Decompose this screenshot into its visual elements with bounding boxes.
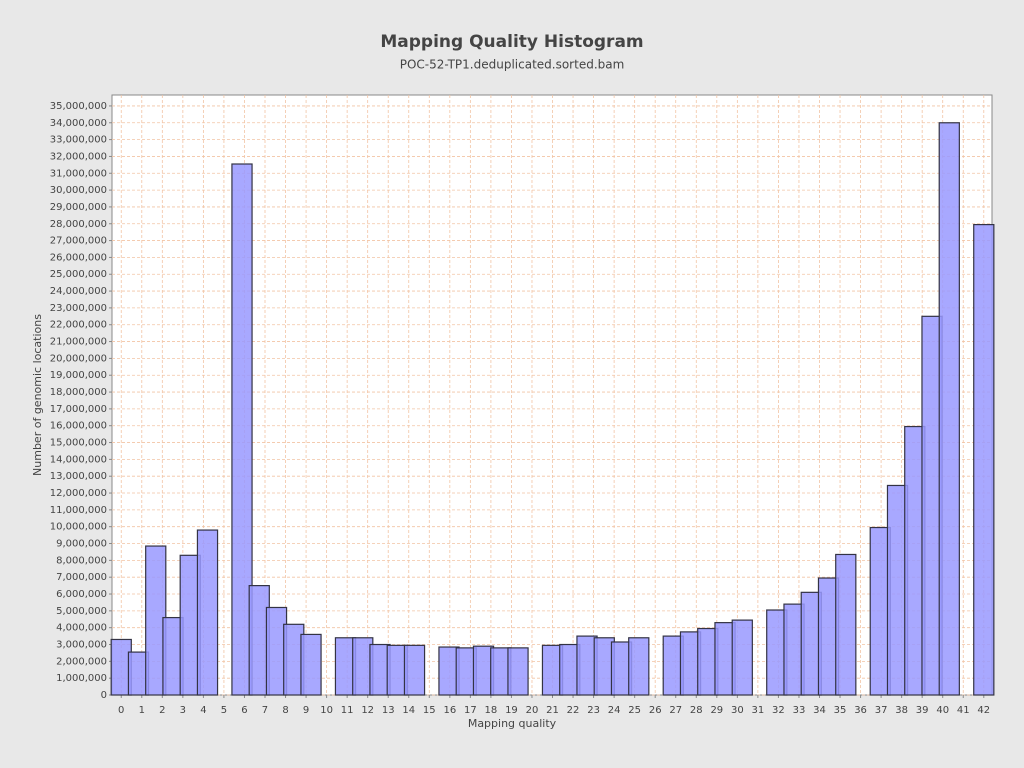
y-tick-label: 9,000,000 bbox=[56, 539, 107, 550]
x-tick-label: 8 bbox=[282, 705, 288, 716]
y-tick-label: 1,000,000 bbox=[56, 673, 107, 684]
y-tick-label: 13,000,000 bbox=[50, 471, 107, 482]
chart-title: Mapping Quality Histogram bbox=[380, 32, 643, 52]
y-tick-label: 2,000,000 bbox=[56, 656, 107, 667]
y-tick-label: 5,000,000 bbox=[56, 606, 107, 617]
y-tick-label: 18,000,000 bbox=[50, 387, 107, 398]
x-tick-label: 2 bbox=[159, 705, 165, 716]
y-tick-label: 12,000,000 bbox=[50, 488, 107, 499]
x-tick-label: 5 bbox=[221, 705, 227, 716]
y-tick-label: 4,000,000 bbox=[56, 623, 107, 634]
x-tick-label: 23 bbox=[587, 705, 600, 716]
x-tick-label: 25 bbox=[628, 705, 641, 716]
x-tick-label: 26 bbox=[649, 705, 662, 716]
x-tick-label: 11 bbox=[341, 705, 354, 716]
y-tick-label: 26,000,000 bbox=[50, 252, 107, 263]
x-tick-label: 35 bbox=[834, 705, 847, 716]
y-tick-label: 20,000,000 bbox=[50, 353, 107, 364]
x-tick-label: 1 bbox=[139, 705, 145, 716]
bar bbox=[731, 619, 753, 696]
bar bbox=[628, 637, 650, 696]
x-tick-label: 42 bbox=[977, 705, 990, 716]
y-tick-label: 19,000,000 bbox=[50, 370, 107, 381]
x-tick-label: 14 bbox=[402, 705, 415, 716]
y-tick-label: 30,000,000 bbox=[50, 185, 107, 196]
x-tick-label: 3 bbox=[180, 705, 186, 716]
y-tick-label: 7,000,000 bbox=[56, 572, 107, 583]
x-tick-label: 19 bbox=[505, 705, 518, 716]
y-tick-label: 21,000,000 bbox=[50, 337, 107, 348]
bar bbox=[403, 644, 426, 696]
x-tick-label: 29 bbox=[710, 705, 723, 716]
x-tick-label: 7 bbox=[262, 705, 268, 716]
x-tick-label: 6 bbox=[241, 705, 247, 716]
y-tick-label: 28,000,000 bbox=[50, 219, 107, 230]
x-tick-label: 27 bbox=[669, 705, 682, 716]
x-tick-label: 0 bbox=[118, 705, 124, 716]
x-tick-label: 21 bbox=[546, 705, 559, 716]
x-tick-label: 33 bbox=[793, 705, 806, 716]
y-tick-label: 35,000,000 bbox=[50, 101, 107, 112]
y-tick-label: 8,000,000 bbox=[56, 555, 107, 566]
x-tick-label: 36 bbox=[854, 705, 867, 716]
y-tick-label: 11,000,000 bbox=[50, 505, 107, 516]
bar bbox=[300, 633, 322, 696]
y-tick-label: 31,000,000 bbox=[50, 168, 107, 179]
x-tick-label: 30 bbox=[731, 705, 744, 716]
y-axis-label: Number of genomic locations bbox=[31, 314, 44, 476]
y-tick-label: 32,000,000 bbox=[50, 151, 107, 162]
bar bbox=[196, 529, 219, 696]
y-tick-label: 17,000,000 bbox=[50, 404, 107, 415]
x-tick-label: 12 bbox=[361, 705, 374, 716]
y-tick-label: 3,000,000 bbox=[56, 640, 107, 651]
y-tick-label: 29,000,000 bbox=[50, 202, 107, 213]
x-tick-label: 40 bbox=[936, 705, 949, 716]
x-tick-label: 16 bbox=[443, 705, 456, 716]
x-tick-label: 34 bbox=[813, 705, 826, 716]
y-tick-label: 16,000,000 bbox=[50, 421, 107, 432]
y-tick-label: 23,000,000 bbox=[50, 303, 107, 314]
y-tick-label: 22,000,000 bbox=[50, 320, 107, 331]
y-tick-label: 0 bbox=[101, 690, 107, 701]
y-tick-label: 34,000,000 bbox=[50, 118, 107, 129]
x-tick-label: 32 bbox=[772, 705, 785, 716]
x-tick-label: 20 bbox=[526, 705, 539, 716]
x-tick-label: 38 bbox=[895, 705, 908, 716]
bar bbox=[507, 647, 529, 696]
y-tick-label: 33,000,000 bbox=[50, 135, 107, 146]
y-tick-label: 24,000,000 bbox=[50, 286, 107, 297]
y-tick-label: 10,000,000 bbox=[50, 522, 107, 533]
y-tick-label: 6,000,000 bbox=[56, 589, 107, 600]
x-tick-label: 28 bbox=[690, 705, 703, 716]
x-tick-label: 41 bbox=[957, 705, 970, 716]
x-tick-label: 24 bbox=[608, 705, 621, 716]
x-tick-label: 37 bbox=[875, 705, 888, 716]
x-tick-label: 17 bbox=[464, 705, 477, 716]
bar bbox=[973, 223, 995, 696]
x-tick-label: 15 bbox=[423, 705, 436, 716]
bar bbox=[938, 122, 960, 696]
chart-subtitle: POC-52-TP1.deduplicated.sorted.bam bbox=[400, 58, 625, 72]
bar bbox=[835, 553, 857, 696]
x-axis-label: Mapping quality bbox=[468, 717, 557, 730]
x-tick-label: 10 bbox=[320, 705, 333, 716]
y-tick-label: 27,000,000 bbox=[50, 236, 107, 247]
bar bbox=[231, 163, 253, 696]
x-tick-label: 18 bbox=[485, 705, 498, 716]
y-tick-label: 14,000,000 bbox=[50, 454, 107, 465]
x-tick-label: 9 bbox=[303, 705, 309, 716]
x-tick-label: 31 bbox=[752, 705, 765, 716]
y-tick-label: 25,000,000 bbox=[50, 269, 107, 280]
y-tick-label: 15,000,000 bbox=[50, 438, 107, 449]
x-tick-label: 22 bbox=[567, 705, 580, 716]
x-tick-label: 13 bbox=[382, 705, 395, 716]
x-tick-label: 4 bbox=[200, 705, 206, 716]
x-tick-label: 39 bbox=[916, 705, 929, 716]
